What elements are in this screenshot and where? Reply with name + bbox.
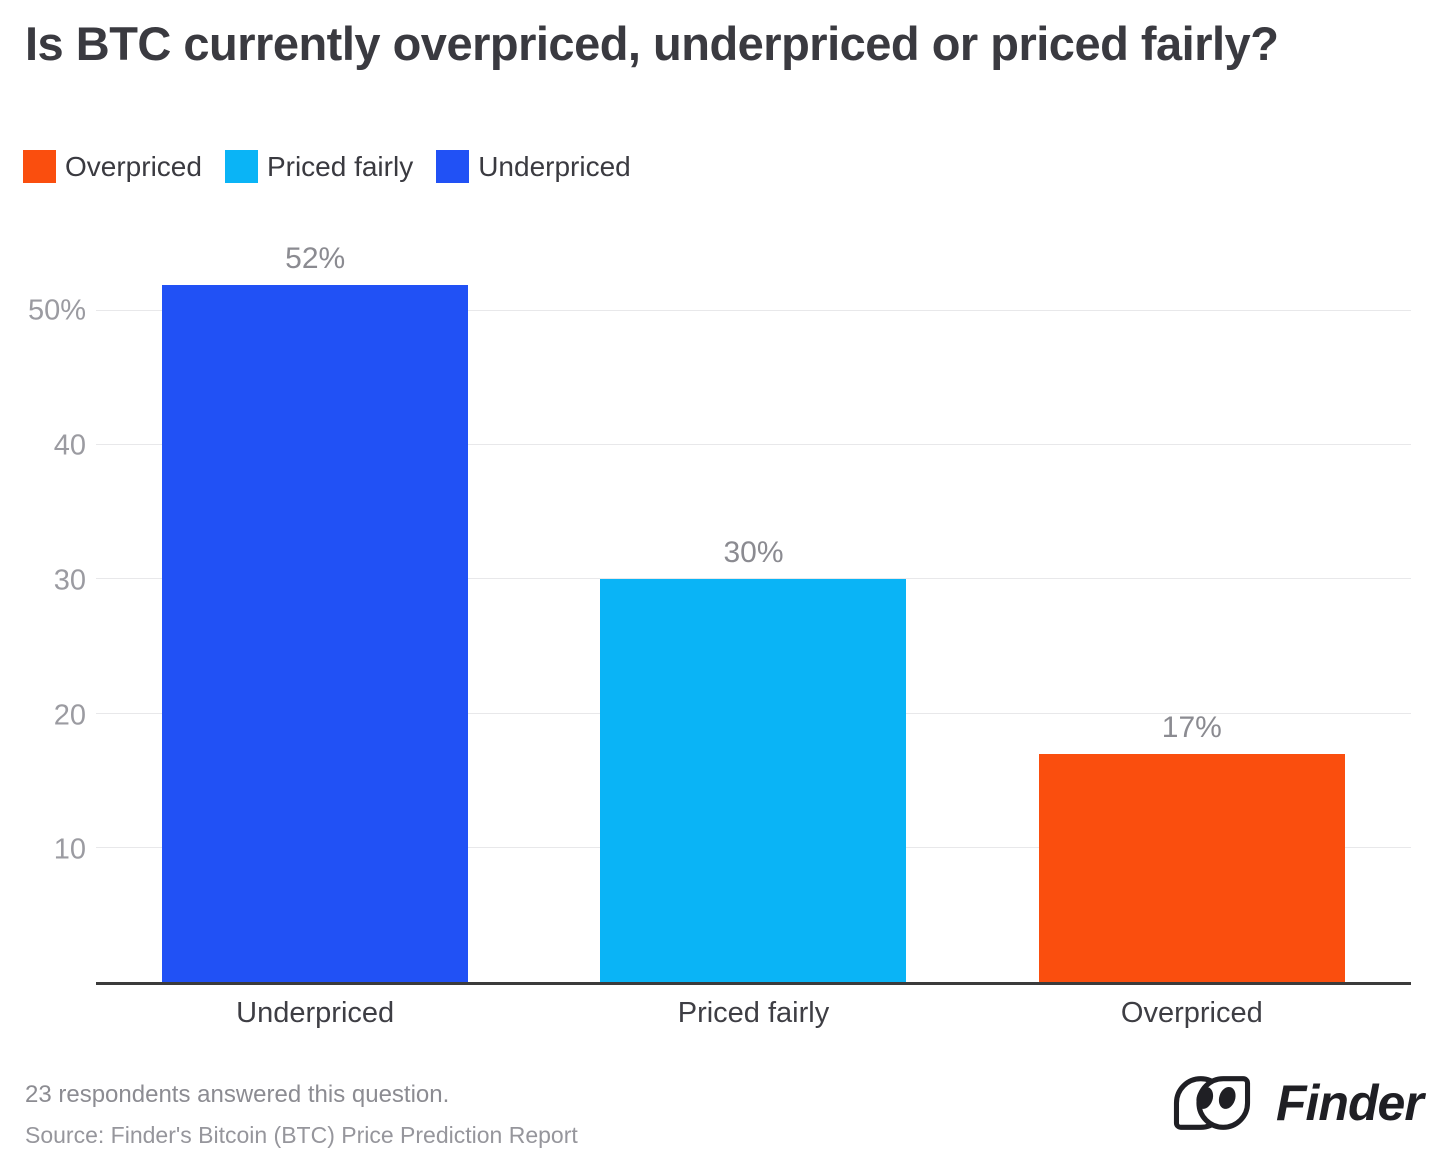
chart-title: Is BTC currently overpriced, underpriced…: [25, 17, 1279, 70]
bar-cell-underpriced: 52%: [96, 244, 534, 982]
gridline-40: [96, 444, 1411, 446]
bar-overpriced: [1038, 753, 1345, 982]
bars-layer: 52% 30% 17%: [96, 244, 1411, 982]
brand-name: Finder: [1276, 1075, 1424, 1131]
bar-cell-overpriced: 17%: [973, 244, 1411, 982]
finder-goggles-icon: [1173, 1076, 1251, 1130]
finder-logo: Finder: [1156, 1074, 1424, 1132]
plot-area: 52% 30% 17%: [96, 244, 1411, 985]
bar-underpriced: [162, 285, 469, 982]
legend-swatch-overpriced: [23, 150, 56, 183]
gridline-50: [96, 310, 1411, 312]
y-tick-label-10: 10: [53, 833, 86, 866]
legend-label-underpriced: Underpriced: [478, 150, 631, 182]
bar-value-label-underpriced: 52%: [285, 242, 346, 275]
legend-item-underpriced: Underpriced: [436, 150, 631, 183]
legend-item-overpriced: Overpriced: [23, 150, 202, 183]
y-axis: 10 20 30 40 50%: [0, 244, 86, 985]
y-tick-label-20: 20: [53, 699, 86, 732]
bar-priced-fairly: [600, 579, 907, 982]
y-tick-label-50: 50%: [27, 294, 86, 327]
x-axis-label-priced-fairly: Priced fairly: [677, 997, 830, 1029]
gridline-30: [96, 578, 1411, 580]
respondents-note: 23 respondents answered this question.: [25, 1081, 450, 1108]
x-cell-priced-fairly: Priced fairly: [534, 997, 972, 1030]
bar-cell-priced-fairly: 30%: [534, 244, 972, 982]
legend-swatch-underpriced: [436, 150, 470, 183]
chart-legend: Overpriced Priced fairly Underpriced: [23, 150, 631, 183]
x-axis-label-overpriced: Overpriced: [1120, 997, 1263, 1029]
bar-value-label-overpriced: 17%: [1161, 710, 1222, 744]
legend-item-priced-fairly: Priced fairly: [224, 150, 414, 183]
y-tick-label-30: 30: [53, 564, 86, 597]
bar-value-label-priced-fairly: 30%: [723, 536, 784, 570]
source-note: Source: Finder's Bitcoin (BTC) Price Pre…: [25, 1122, 578, 1148]
x-cell-underpriced: Underpriced: [96, 997, 534, 1030]
legend-swatch-priced-fairly: [224, 150, 258, 183]
legend-label-overpriced: Overpriced: [65, 150, 202, 182]
legend-label-priced-fairly: Priced fairly: [266, 150, 414, 182]
y-tick-label-40: 40: [53, 429, 86, 462]
x-axis: Underpriced Priced fairly Overpriced: [96, 997, 1411, 1030]
x-axis-label-underpriced: Underpriced: [236, 997, 395, 1029]
x-cell-overpriced: Overpriced: [973, 997, 1411, 1030]
